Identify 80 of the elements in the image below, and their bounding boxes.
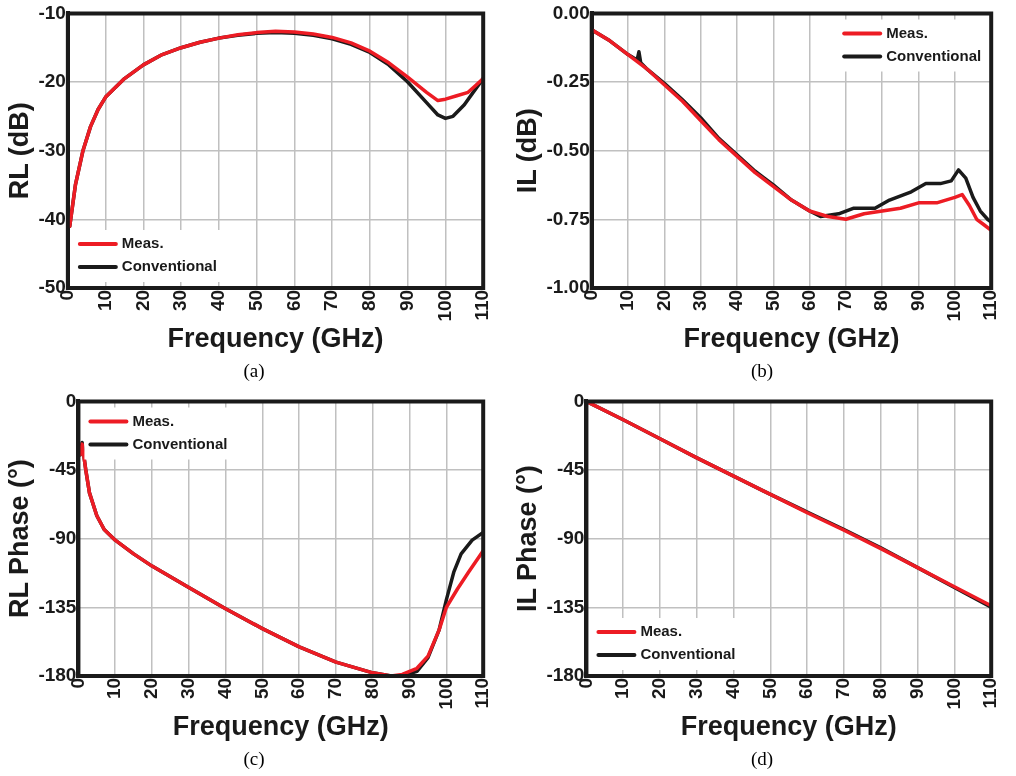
y-tick-label: -135 xyxy=(546,595,585,617)
x-axis-title: Frequency (GHz) xyxy=(680,711,897,742)
x-tick-label: 20 xyxy=(140,677,162,700)
y-tick-label: -45 xyxy=(48,458,77,480)
x-tick-label: 50 xyxy=(758,677,780,700)
y-axis-title: RL (dB) xyxy=(3,102,34,200)
legend-label: Meas. xyxy=(132,411,175,429)
y-tick-label: -90 xyxy=(48,526,77,548)
x-tick-label: 30 xyxy=(169,289,191,312)
x-axis-title: Frequency (GHz) xyxy=(683,323,900,354)
x-tick-label: 40 xyxy=(213,677,235,700)
legend-label: Conventional xyxy=(886,46,982,64)
y-tick-label: -20 xyxy=(38,70,66,92)
text: (b) xyxy=(749,359,775,383)
x-tick-label: 60 xyxy=(797,289,819,312)
x-tick-label: 80 xyxy=(361,677,383,700)
x-tick-label: 80 xyxy=(358,289,380,312)
y-tick-label: -40 xyxy=(38,207,66,229)
x-tick-label: 80 xyxy=(869,677,891,700)
x-axis-title: Frequency (GHz) xyxy=(167,323,384,354)
y-tick-label: -135 xyxy=(38,595,77,617)
x-tick-label: 50 xyxy=(250,677,272,700)
y-axis-title: IL (dB) xyxy=(511,108,542,194)
x-tick-label: 40 xyxy=(721,677,743,700)
y-tick-label: -30 xyxy=(38,138,66,160)
y-tick-label: 0.00 xyxy=(552,1,590,23)
legend-label: Meas. xyxy=(640,622,683,640)
x-tick-label: 90 xyxy=(906,289,928,312)
y-tick-label: 0 xyxy=(65,389,77,411)
x-tick-label: 20 xyxy=(648,677,670,700)
y-axis-title: IL Phase (°) xyxy=(511,465,542,613)
x-tick-label: 80 xyxy=(870,289,892,312)
y-tick-label: -45 xyxy=(556,458,585,480)
legend-label: Meas. xyxy=(886,23,928,41)
x-tick-label: 90 xyxy=(397,677,419,700)
x-tick-label: 90 xyxy=(905,677,927,700)
x-tick-label: 70 xyxy=(320,289,342,312)
legend-label: Conventional xyxy=(640,645,736,663)
x-tick-label: 30 xyxy=(688,289,710,312)
x-tick-label: 10 xyxy=(103,677,125,700)
y-axis-title: RL Phase (°) xyxy=(3,459,34,619)
x-tick-label: 30 xyxy=(177,677,199,700)
x-tick-label: 100 xyxy=(434,677,456,710)
x-tick-label: 10 xyxy=(611,677,633,700)
x-tick-label: 50 xyxy=(244,289,266,312)
x-tick-label: 20 xyxy=(131,289,153,312)
x-tick-label: 20 xyxy=(652,289,674,312)
x-tick-label: 100 xyxy=(942,677,964,710)
text: (d) xyxy=(749,747,775,771)
x-tick-label: 110 xyxy=(471,289,493,321)
y-tick-label: -0.75 xyxy=(546,207,591,229)
x-tick-label: 40 xyxy=(725,289,747,312)
y-tick-label: -90 xyxy=(556,526,585,548)
x-tick-label: 70 xyxy=(832,677,854,700)
text: (c) xyxy=(242,747,266,771)
x-axis-title: Frequency (GHz) xyxy=(172,711,389,742)
legend-label: Meas. xyxy=(121,234,164,252)
x-tick-label: 40 xyxy=(207,289,229,312)
x-tick-label: 100 xyxy=(433,289,455,322)
text: (a) xyxy=(242,359,266,383)
x-tick-label: 100 xyxy=(943,289,965,322)
x-tick-label: 110 xyxy=(979,677,1001,709)
x-tick-label: 70 xyxy=(324,677,346,700)
x-tick-label: 90 xyxy=(395,289,417,312)
x-tick-label: 70 xyxy=(834,289,856,312)
x-tick-label: 60 xyxy=(282,289,304,312)
x-tick-label: 10 xyxy=(93,289,115,312)
y-tick-label: -0.50 xyxy=(546,138,590,160)
legend-label: Conventional xyxy=(121,257,217,275)
y-tick-label: -0.25 xyxy=(546,70,591,92)
x-tick-label: 30 xyxy=(685,677,707,700)
x-tick-label: 110 xyxy=(471,677,493,709)
y-tick-label: -10 xyxy=(38,1,66,23)
x-tick-label: 10 xyxy=(616,289,638,312)
x-tick-label: 60 xyxy=(795,677,817,700)
x-tick-label: 60 xyxy=(287,677,309,700)
x-tick-label: 110 xyxy=(979,289,1001,321)
legend-label: Conventional xyxy=(132,434,228,452)
y-tick-label: 0 xyxy=(573,389,585,411)
x-tick-label: 50 xyxy=(761,289,783,312)
